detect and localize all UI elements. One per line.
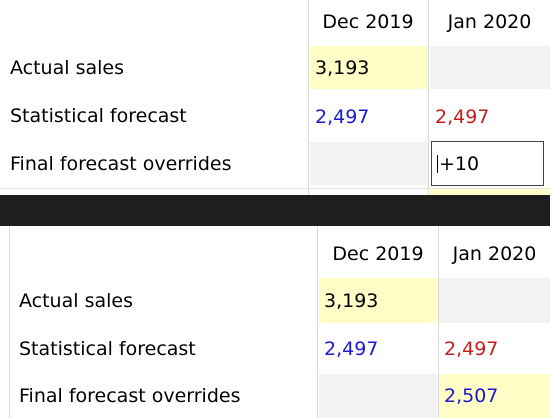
- statistical-forecast-dec-2019[interactable]: 2,497: [315, 105, 370, 128]
- row-label-actual-sales: Actual sales: [10, 57, 124, 79]
- column-header-dec-2019: Dec 2019: [322, 11, 414, 33]
- final-forecast-overrides-dec-2019[interactable]: [310, 142, 428, 185]
- override-input-value: +10: [439, 152, 480, 175]
- forecast-grid-before: Dec 2019 Jan 2020 Actual sales 3,193 Sta…: [0, 0, 550, 195]
- row-label-final-forecast-overrides: Final forecast overrides: [10, 153, 232, 175]
- statistical-forecast-jan-2020[interactable]: 2,497: [435, 105, 490, 128]
- row-divider: [0, 188, 550, 189]
- column-divider: [317, 226, 318, 418]
- statistical-forecast-dec-2019[interactable]: 2,497: [324, 337, 379, 360]
- row-label-statistical-forecast: Statistical forecast: [19, 337, 196, 360]
- final-forecast-overrides-dec-2019[interactable]: [319, 374, 437, 418]
- forecast-grid-after: Dec 2019 Jan 2020 Actual sales 3,193 Sta…: [0, 226, 550, 418]
- column-divider: [428, 0, 429, 195]
- actual-sales-dec-2019[interactable]: 3,193: [310, 46, 428, 89]
- actual-sales-dec-2019[interactable]: 3,193: [319, 278, 437, 323]
- final-forecast-overrides-jan-2020-input[interactable]: +10: [431, 141, 544, 186]
- grid-left-edge: [9, 226, 10, 418]
- actual-sales-jan-2020[interactable]: [430, 46, 550, 89]
- column-header-dec-2019: Dec 2019: [332, 243, 424, 265]
- column-divider: [438, 226, 439, 418]
- final-forecast-overrides-jan-2020[interactable]: 2,507: [439, 374, 550, 418]
- statistical-forecast-jan-2020[interactable]: 2,497: [444, 337, 499, 360]
- text-caret: [437, 154, 438, 173]
- column-header-jan-2020: Jan 2020: [452, 243, 537, 265]
- next-row-partial-cell: [430, 189, 550, 195]
- row-label-statistical-forecast: Statistical forecast: [10, 105, 187, 127]
- column-header-jan-2020: Jan 2020: [447, 11, 532, 33]
- column-divider: [308, 0, 309, 195]
- row-label-actual-sales: Actual sales: [19, 289, 133, 312]
- actual-sales-jan-2020[interactable]: [439, 278, 550, 323]
- row-label-final-forecast-overrides: Final forecast overrides: [19, 385, 241, 407]
